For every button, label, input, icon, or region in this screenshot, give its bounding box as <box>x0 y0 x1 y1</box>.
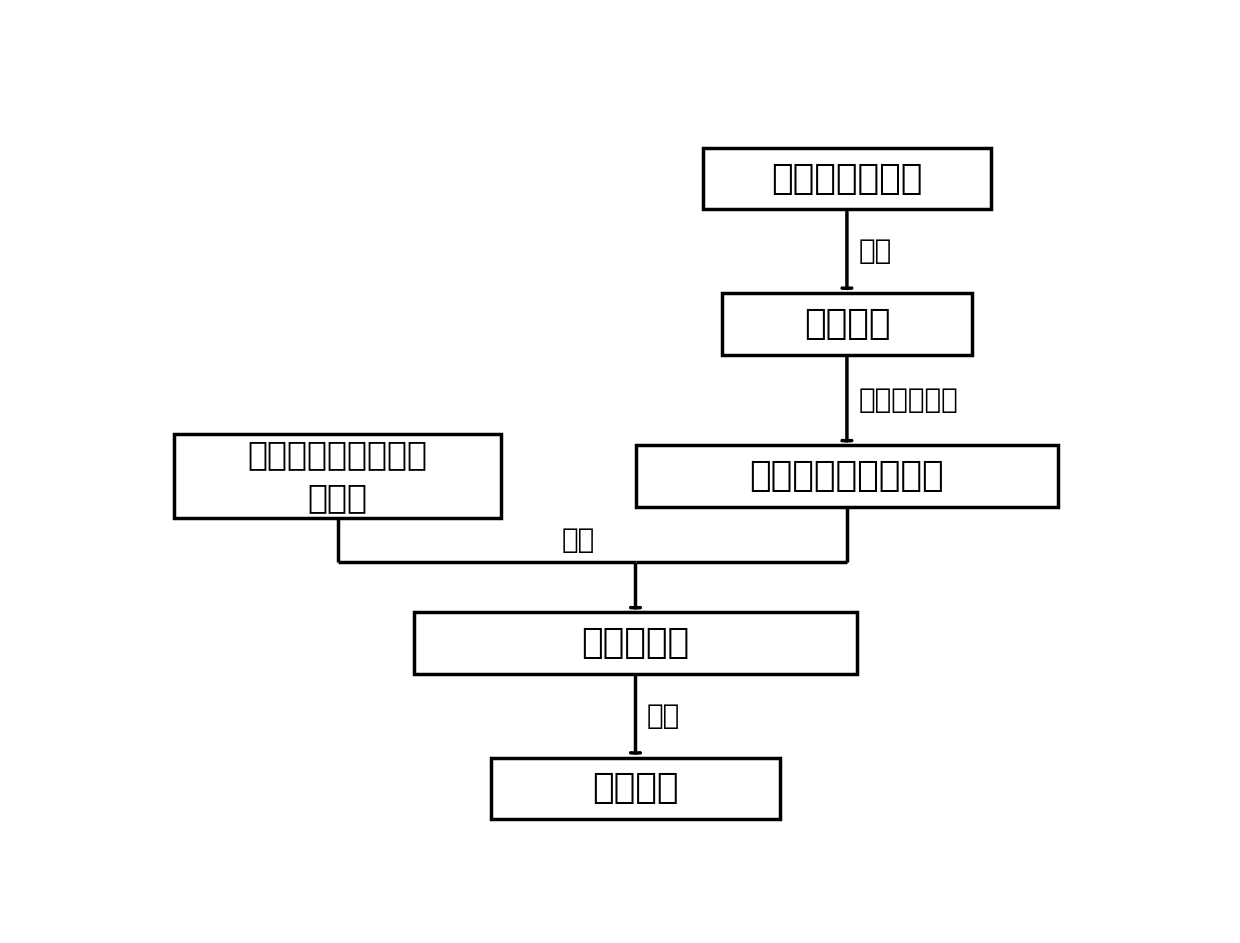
Bar <box>722 293 972 355</box>
Bar <box>491 757 780 819</box>
Bar <box>414 612 857 674</box>
Text: 反解: 反解 <box>858 237 892 265</box>
Text: 反解: 反解 <box>647 702 681 730</box>
Text: 中子能谱: 中子能谱 <box>593 771 678 805</box>
Bar <box>174 435 501 518</box>
Text: 伽马能量沉积谱: 伽马能量沉积谱 <box>771 161 923 195</box>
Text: 响应矩阵作用: 响应矩阵作用 <box>858 386 959 414</box>
Text: 伽马能谱: 伽马能谱 <box>804 306 890 340</box>
Bar <box>635 445 1058 507</box>
Bar <box>703 148 991 209</box>
Text: 剩余质子谱: 剩余质子谱 <box>582 626 689 660</box>
Text: 扣除: 扣除 <box>562 526 594 554</box>
Text: 中子和伽马混合能量
沉积谱: 中子和伽马混合能量 沉积谱 <box>248 438 428 515</box>
Text: 伽马塑闪能量沉积谱: 伽马塑闪能量沉积谱 <box>750 459 944 493</box>
